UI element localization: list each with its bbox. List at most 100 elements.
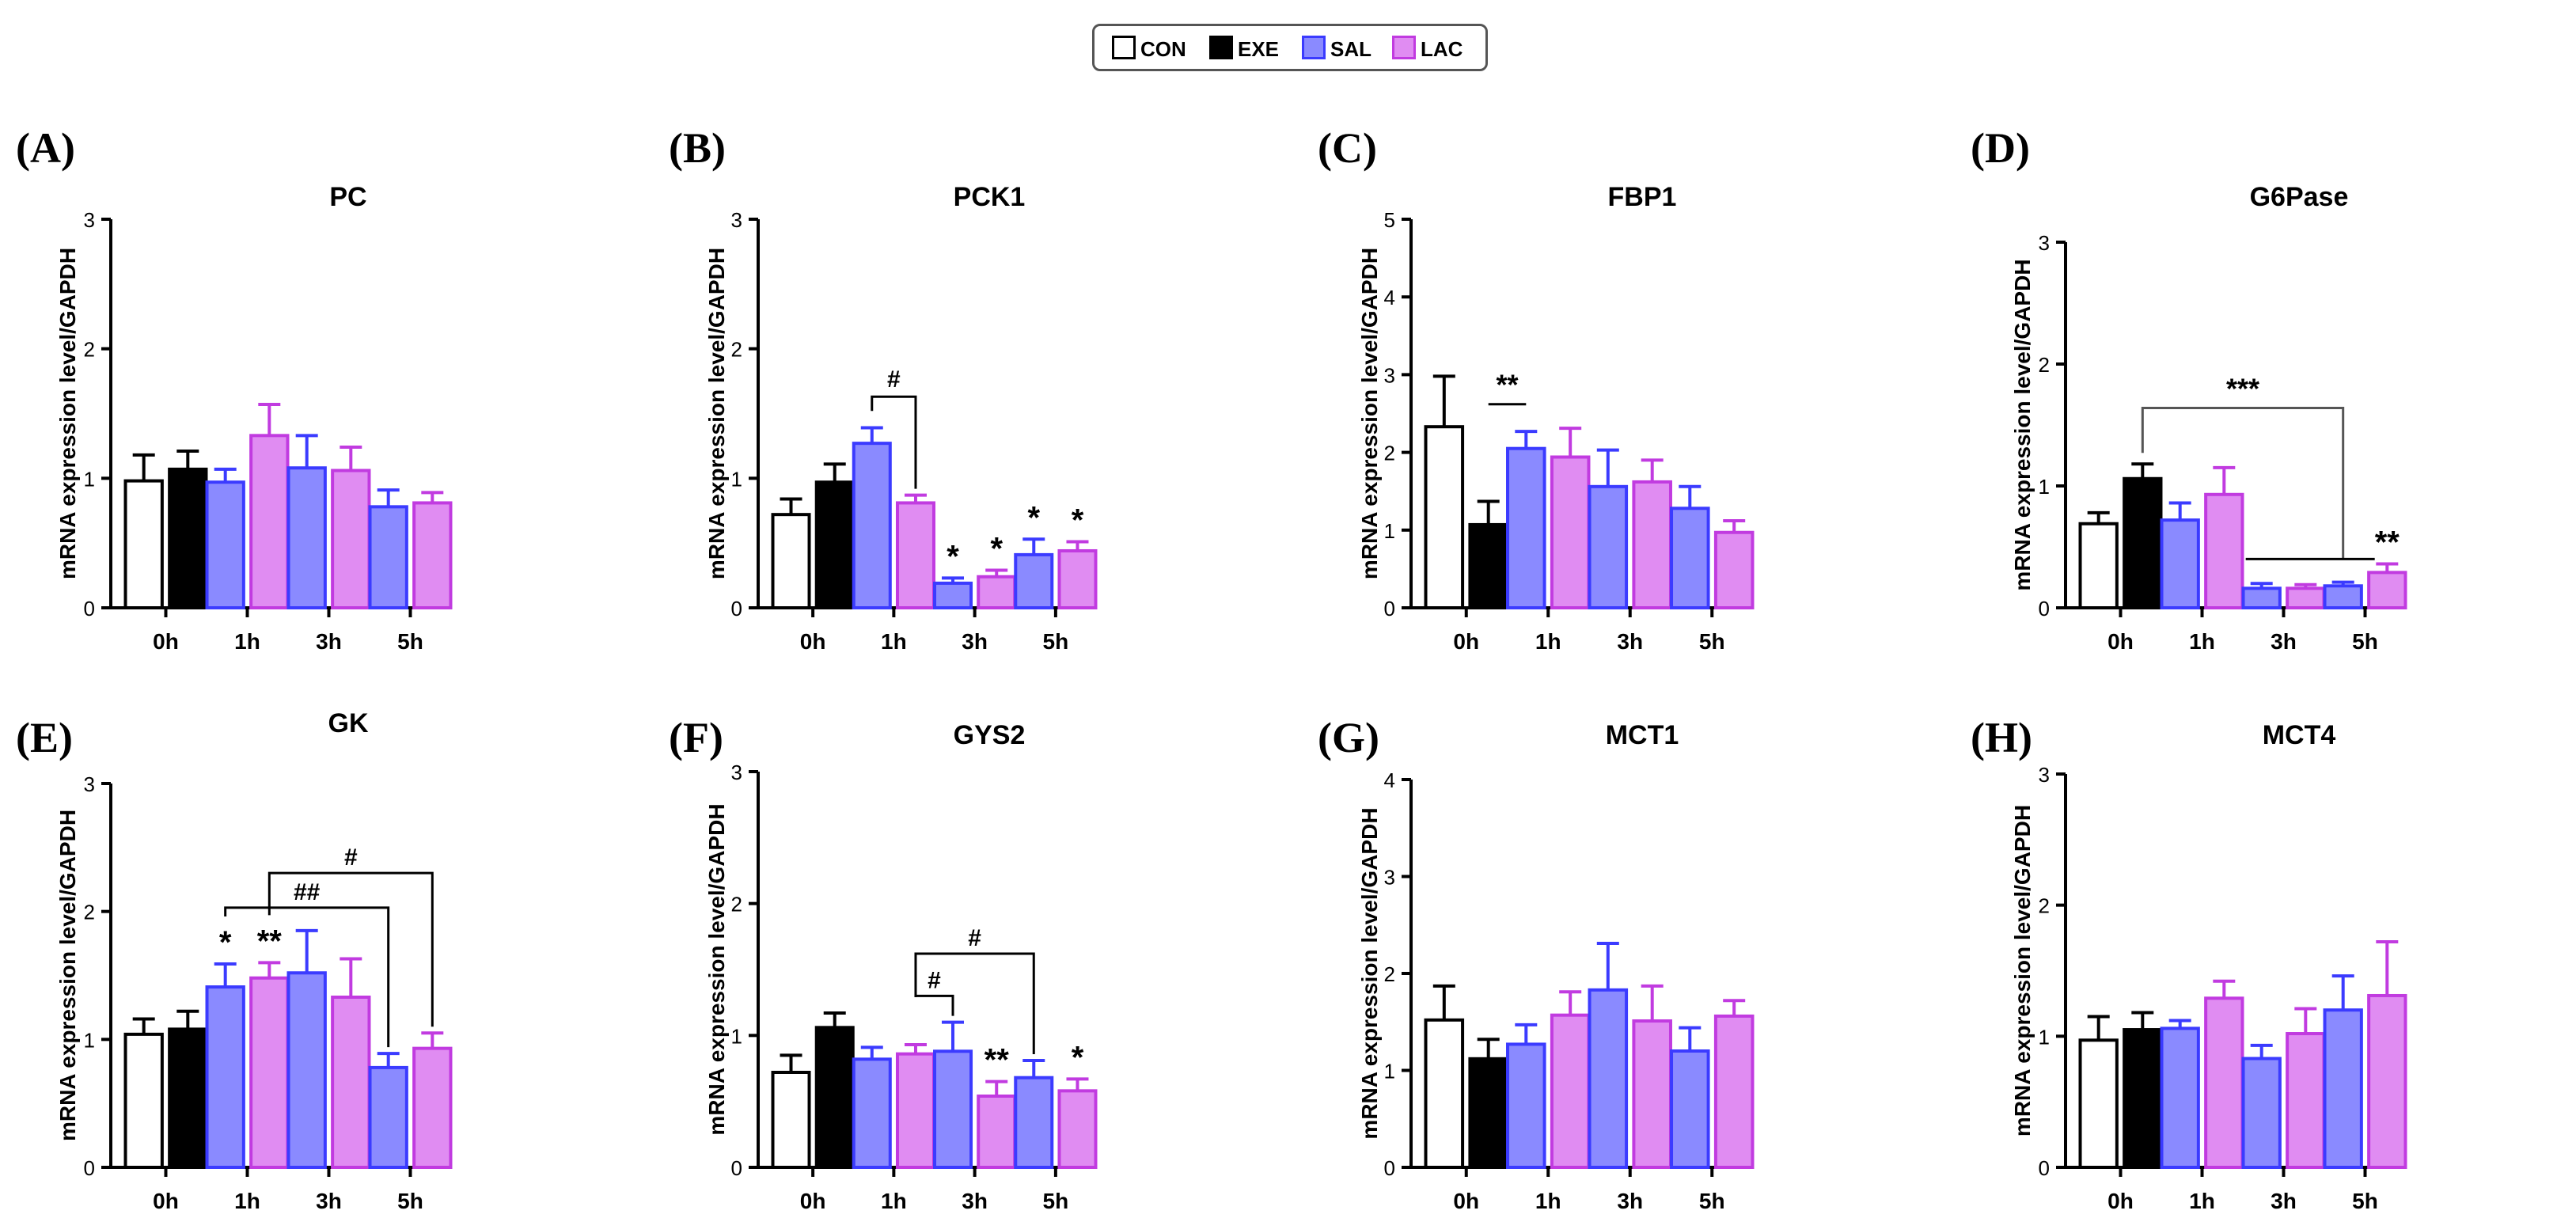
panel-f-y-label: mRNA expression level/GAPDH <box>704 803 729 1135</box>
panel-b-x-tick-label: 0h <box>800 629 826 654</box>
panel-f-label: (F) <box>669 714 723 761</box>
panel-d-x-tick-label: 1h <box>2189 629 2215 654</box>
panel-b-bracket <box>871 395 917 489</box>
panel-c-bar-lac-5h <box>1713 530 1755 609</box>
panel-d-bar-lac-3h <box>2286 586 2326 609</box>
panel-a-bar-con-0h <box>123 479 164 610</box>
panel-f-bar-sal-5h <box>1014 1076 1054 1169</box>
panel-d-bracket <box>2141 406 2345 560</box>
panel-d-bar-lac-1h <box>2204 492 2244 610</box>
panel-e-bracket-label: # <box>344 844 358 871</box>
panel-d-title: G6Pase <box>2250 182 2349 212</box>
panel-e-bracket-label: ## <box>294 879 321 905</box>
panel-g-y-label: mRNA expression level/GAPDH <box>1357 807 1382 1139</box>
panel-g-bar-exe-0h <box>1468 1057 1508 1170</box>
panel-a-bar-lac-5h <box>412 501 453 609</box>
panel-c-y-label: mRNA expression level/GAPDH <box>1357 248 1382 579</box>
panel-d-x-tick-label: 0h <box>2107 629 2134 654</box>
panel-d-y-label: mRNA expression level/GAPDH <box>2010 259 2035 590</box>
panel-b-label: (B) <box>669 124 726 172</box>
panel-c-y-tick-label: 4 <box>1384 286 1395 309</box>
panel-a-x-tick-label: 5h <box>397 629 423 654</box>
panel-g-x-tick-label: 1h <box>1535 1189 1561 1213</box>
panel-e-x-tick-label: 1h <box>234 1189 260 1213</box>
panel-h-bar-sal-1h <box>2160 1026 2200 1169</box>
panel-c-y-tick-label: 0 <box>1384 597 1395 620</box>
panel-c-y-tick-label: 5 <box>1384 208 1395 232</box>
panel-b-significance-mark: * <box>947 539 959 574</box>
panel-a-title: PC <box>329 182 366 212</box>
panel-d-y-tick-label: 1 <box>2039 475 2050 499</box>
panel-h-bar-sal-3h <box>2241 1057 2282 1170</box>
panel-d-x-tick-label: 3h <box>2271 629 2297 654</box>
panel-f-bar-sal-1h <box>852 1057 892 1170</box>
panel-h-x-tick-label: 0h <box>2107 1189 2134 1213</box>
panel-g-bar-lac-1h <box>1550 1013 1591 1170</box>
panel-f-y-tick-label: 3 <box>731 761 742 784</box>
panel-a-bar-sal-3h <box>286 466 327 609</box>
legend-swatch-exe <box>1209 36 1233 59</box>
panel-c-title: FBP1 <box>1608 182 1677 212</box>
panel-b-bar-exe-0h <box>814 480 855 610</box>
panel-f-bar-lac-3h <box>977 1095 1017 1169</box>
panel-h-label: (H) <box>1971 714 2032 761</box>
panel-e-bar-sal-1h <box>205 985 245 1170</box>
panel-f-x-tick-label: 3h <box>962 1189 988 1213</box>
panel-e-y-tick-label: 1 <box>84 1028 95 1052</box>
panel-d-y-tick-label: 2 <box>2039 353 2050 377</box>
panel-g-x-tick-label: 0h <box>1453 1189 1479 1213</box>
panel-b-x-tick-label: 1h <box>881 629 907 654</box>
panel-e-bar-lac-1h <box>249 976 290 1169</box>
panel-h-y-tick-label: 0 <box>2039 1156 2050 1180</box>
panel-e-significance-mark: * <box>219 925 232 960</box>
panel-c-x-tick-label: 1h <box>1535 629 1561 654</box>
panel-b-bar-sal-5h <box>1014 552 1054 609</box>
panel-b-bar-sal-1h <box>852 442 892 609</box>
panel-f-y-tick-label: 0 <box>731 1156 742 1180</box>
panel-b-y-tick-label: 3 <box>731 208 742 232</box>
panel-a-bar-exe-0h <box>168 467 208 609</box>
panel-g-bar-con-0h <box>1424 1018 1465 1170</box>
panel-d-bar-exe-0h <box>2123 476 2163 610</box>
panel-g-x-tick-label: 3h <box>1617 1189 1643 1213</box>
panel-b-bar-lac-5h <box>1057 548 1098 610</box>
panel-g-title: MCT1 <box>1606 720 1679 750</box>
panel-a-label: (A) <box>16 124 75 172</box>
panel-b-x-tick-label: 5h <box>1043 629 1069 654</box>
panel-b-bracket-label: # <box>887 366 901 393</box>
panel-f-bar-con-0h <box>771 1071 811 1169</box>
panel-b-y-tick-label: 1 <box>731 467 742 491</box>
panel-e-bar-exe-0h <box>168 1027 208 1170</box>
panel-g-bar-sal-3h <box>1588 988 1629 1169</box>
panel-f-bar-exe-0h <box>814 1026 855 1170</box>
panel-c-y-tick-label: 2 <box>1384 442 1395 465</box>
panel-h-bar-sal-5h <box>2323 1008 2363 1169</box>
panel-a-x-tick-label: 3h <box>316 629 342 654</box>
panel-c-bar-lac-3h <box>1632 480 1672 610</box>
panel-f-bar-lac-1h <box>895 1052 935 1169</box>
panel-c-bar-exe-0h <box>1468 522 1508 610</box>
panel-a-bar-lac-3h <box>331 469 371 609</box>
panel-f-significance-mark: * <box>1072 1040 1084 1075</box>
panel-g-y-tick-label: 4 <box>1384 768 1395 792</box>
panel-h-bar-exe-0h <box>2123 1028 2163 1170</box>
panel-h-y-tick-label: 3 <box>2039 763 2050 787</box>
panel-c-x-tick-label: 0h <box>1453 629 1479 654</box>
legend-label-con: CON <box>1140 37 1186 61</box>
panel-f-significance-mark: ** <box>984 1043 1010 1078</box>
panel-b-bar-sal-3h <box>933 581 973 609</box>
panel-e-bracket <box>267 871 434 1027</box>
panel-b-y-tick-label: 2 <box>731 338 742 362</box>
panel-e-y-label: mRNA expression level/GAPDH <box>55 810 80 1141</box>
panel-d-label: (D) <box>1971 124 2030 172</box>
panel-h-y-tick-label: 1 <box>2039 1025 2050 1049</box>
legend-swatch-con <box>1112 36 1136 59</box>
panel-e-label: (E) <box>16 714 73 761</box>
panel-b-title: PCK1 <box>954 182 1026 212</box>
panel-e-x-tick-label: 0h <box>153 1189 179 1213</box>
legend-swatch-lac <box>1392 36 1416 59</box>
panel-a-x-tick-label: 1h <box>234 629 260 654</box>
panel-d-bracket-label: *** <box>2226 372 2259 404</box>
panel-f-bracket-label: # <box>928 967 941 993</box>
panel-g-y-tick-label: 1 <box>1384 1060 1395 1083</box>
